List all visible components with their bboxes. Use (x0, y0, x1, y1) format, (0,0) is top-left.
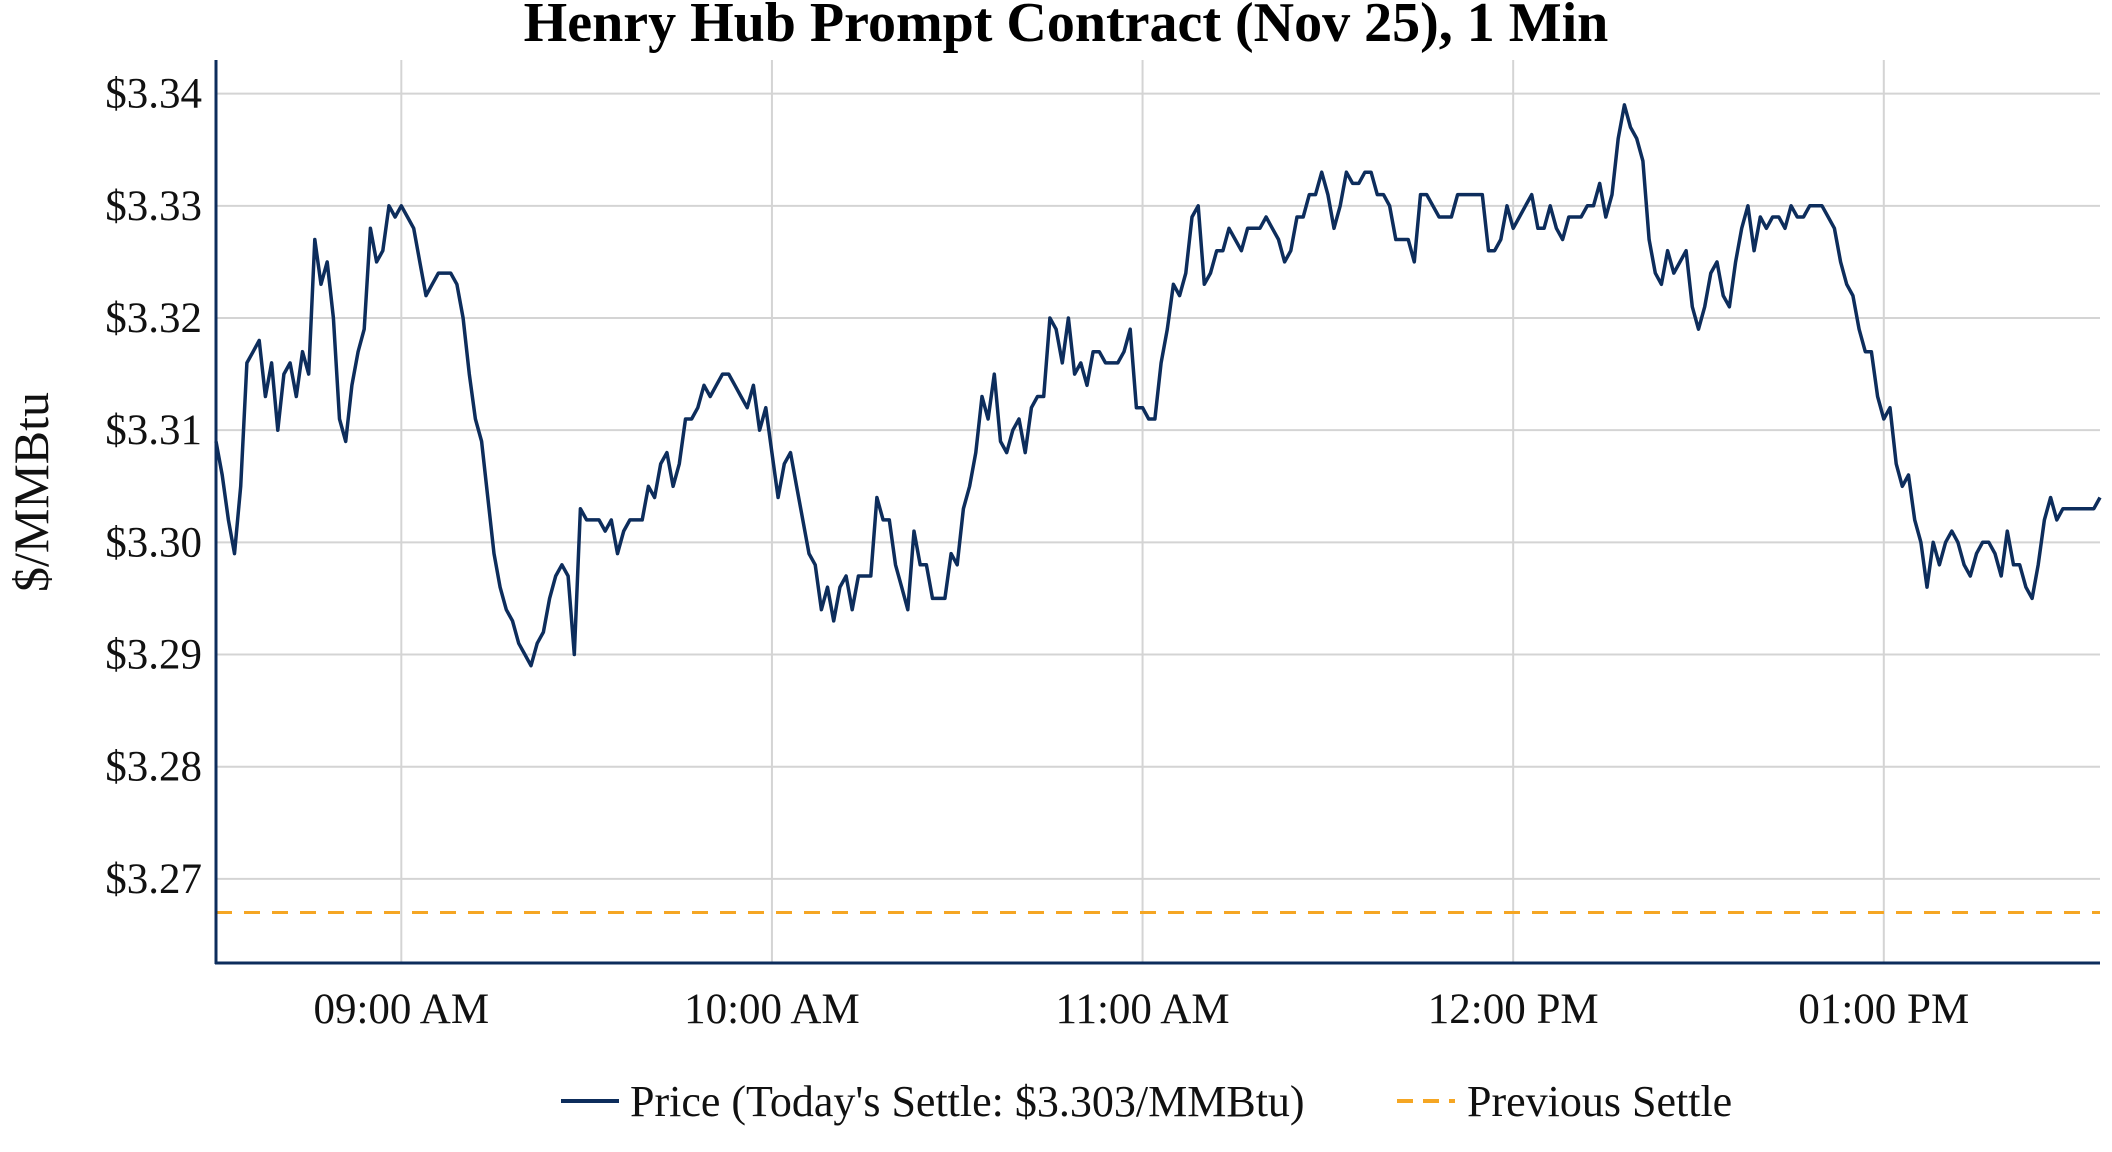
x-tick-label: 11:00 AM (1056, 986, 1230, 1033)
legend: Price (Today's Settle: $3.303/MMBtu) Prev… (561, 1077, 1732, 1126)
x-tick-label: 09:00 AM (313, 986, 489, 1033)
y-tick-labels: $3.27 $3.28 $3.29 $3.30 $3.31 $3.32 $3.33 $3.34 (105, 71, 202, 903)
y-tick-label: $3.32 (105, 295, 202, 342)
grid (216, 60, 2100, 963)
series-layer (214, 103, 2102, 914)
y-tick-label: $3.31 (105, 407, 202, 454)
x-tick-label: 12:00 PM (1428, 986, 1599, 1033)
legend-label-previous-settle: Previous Settle (1467, 1077, 1732, 1126)
y-tick-label: $3.29 (105, 632, 202, 679)
legend-label-price: Price (Today's Settle: $3.303/MMBtu) (630, 1077, 1305, 1126)
x-tick-labels: 09:00 AM 10:00 AM 11:00 AM 12:00 PM 01:00 PM (313, 986, 1969, 1033)
y-tick-label: $3.34 (105, 71, 202, 118)
x-tick-label: 01:00 PM (1798, 986, 1969, 1033)
y-tick-label: $3.28 (105, 744, 202, 791)
axes (214, 60, 2100, 965)
y-tick-label: $3.30 (105, 519, 202, 566)
x-tick-label: 10:00 AM (684, 986, 860, 1033)
y-tick-label: $3.33 (105, 183, 202, 230)
price-line (214, 103, 2102, 668)
y-axis-title: $/MMBtu (3, 392, 59, 592)
y-tick-label: $3.27 (105, 856, 202, 903)
chart-title: Henry Hub Prompt Contract (Nov 25), 1 Mi… (524, 0, 1609, 54)
